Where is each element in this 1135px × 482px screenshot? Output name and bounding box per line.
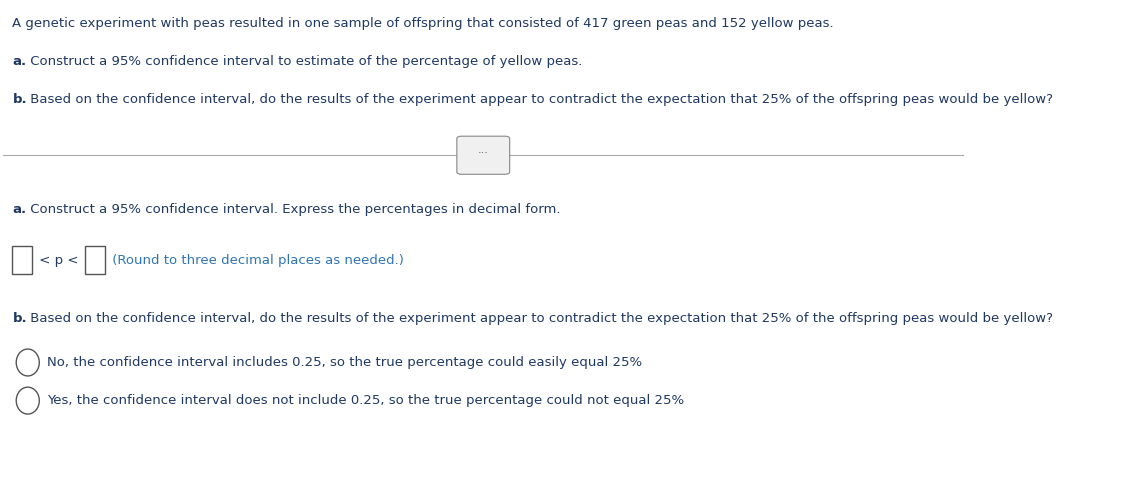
Text: No, the confidence interval includes 0.25, so the true percentage could easily e: No, the confidence interval includes 0.2… [47,356,642,369]
Ellipse shape [16,387,40,414]
Text: a.: a. [12,55,26,68]
Text: b.: b. [12,312,27,325]
Text: Construct a 95% confidence interval. Express the percentages in decimal form.: Construct a 95% confidence interval. Exp… [26,203,561,216]
Text: Construct a 95% confidence interval to estimate of the percentage of yellow peas: Construct a 95% confidence interval to e… [26,55,582,68]
Text: Based on the confidence interval, do the results of the experiment appear to con: Based on the confidence interval, do the… [26,94,1053,107]
Text: ···: ··· [478,148,489,158]
Text: b.: b. [12,94,27,107]
Text: < p <: < p < [35,254,83,267]
Text: a.: a. [12,203,26,216]
Text: Yes, the confidence interval does not include 0.25, so the true percentage could: Yes, the confidence interval does not in… [47,394,684,407]
FancyBboxPatch shape [85,246,104,274]
FancyBboxPatch shape [12,246,32,274]
FancyBboxPatch shape [456,136,510,174]
Ellipse shape [16,349,40,376]
Text: A genetic experiment with peas resulted in one sample of offspring that consiste: A genetic experiment with peas resulted … [12,17,834,30]
Text: Based on the confidence interval, do the results of the experiment appear to con: Based on the confidence interval, do the… [26,312,1053,325]
Text: (Round to three decimal places as needed.): (Round to three decimal places as needed… [109,254,404,267]
